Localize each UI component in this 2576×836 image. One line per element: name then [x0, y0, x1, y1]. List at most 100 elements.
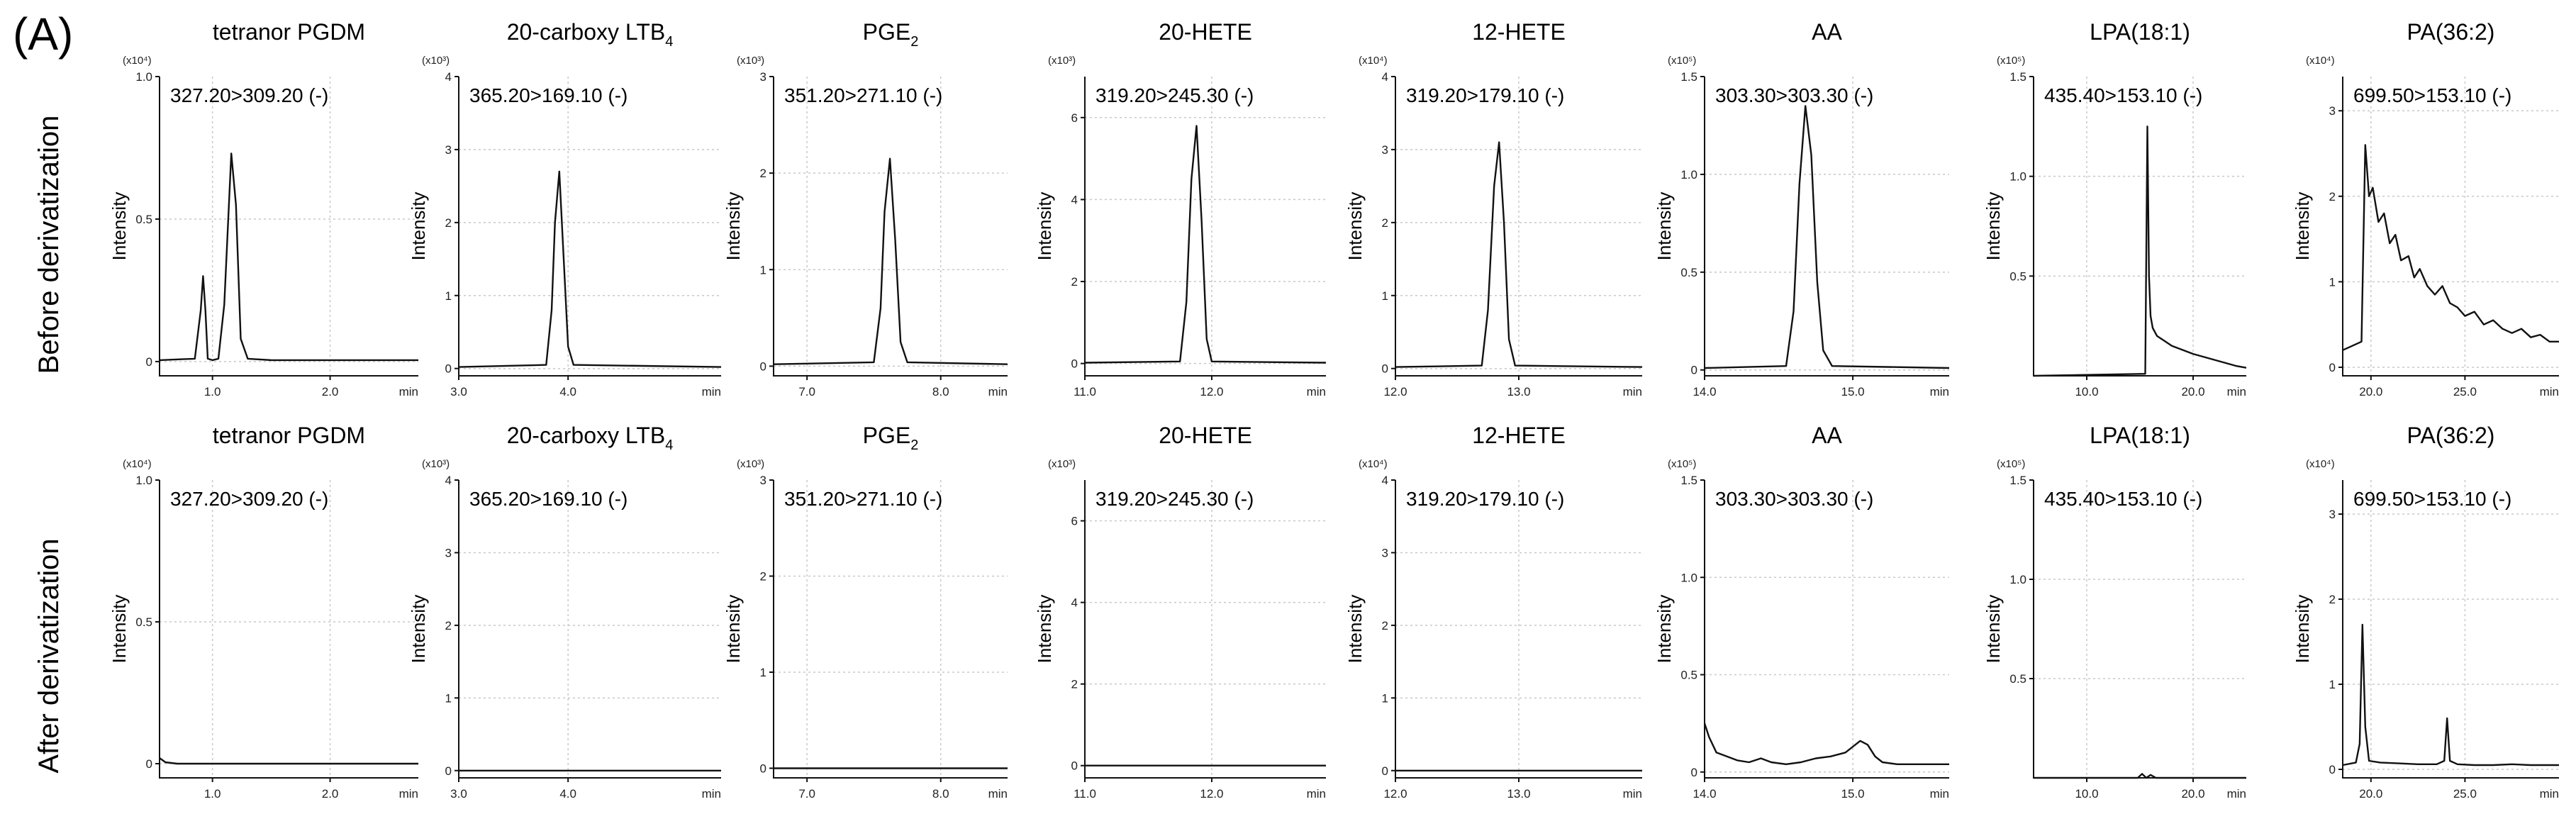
x-unit-label: min: [1307, 787, 1326, 801]
y-tick-label: 3: [760, 70, 766, 84]
x-tick-label: 2.0: [322, 385, 339, 399]
y-tick-label: 1: [760, 666, 766, 679]
chart-title: 20-carboxy LTB4: [507, 19, 674, 50]
x-unit-label: min: [1623, 787, 1642, 801]
chart-title-subscript: 2: [910, 34, 918, 50]
y-tick-label: 4: [445, 474, 452, 487]
y-tick-label: 0: [760, 762, 766, 775]
y-tick-label: 3: [760, 474, 766, 487]
chart-title-main: LPA(18:1): [2090, 19, 2190, 45]
chart-1-4: 12-HETE (x10⁴) 0 1 2 3 4 12.0 13.0 min Intensity 31…: [1344, 423, 1642, 801]
mrm-transition: 319.20>245.30 (-): [1095, 488, 1254, 510]
x-unit-label: min: [2540, 385, 2559, 399]
chart-title: 20-carboxy LTB4: [507, 423, 674, 453]
x-unit-label: min: [702, 385, 721, 399]
y-multiplier: (x10³): [1048, 458, 1076, 470]
x-unit-label: min: [2540, 787, 2559, 801]
chart-title: tetranor PGDM: [213, 19, 365, 45]
y-tick-label: 2: [2329, 593, 2336, 606]
y-axis-label: Intensity: [1983, 595, 2004, 664]
chart-title-main: 20-carboxy LTB: [507, 423, 666, 448]
axis-frame: [458, 480, 721, 779]
y-tick-label: 0: [445, 764, 452, 778]
y-tick-label: 0: [760, 360, 766, 373]
chart-title-main: 12-HETE: [1472, 423, 1566, 448]
chromatogram-trace: [773, 157, 1008, 365]
x-unit-label: min: [1623, 385, 1642, 399]
x-tick-label: 7.0: [798, 787, 815, 801]
y-tick-label: 6: [1071, 515, 1078, 528]
y-tick-label: 0.5: [1680, 669, 1697, 682]
chart-0-7: PA(36:2) (x10⁴) 0 1 2 3 20.0 25.0 min Intensity 69…: [2292, 19, 2559, 399]
y-tick-label: 0.5: [135, 213, 152, 226]
chromatogram-trace: [159, 757, 418, 765]
y-tick-label: 1.5: [1680, 70, 1697, 84]
y-tick-label: 0.5: [135, 615, 152, 629]
y-tick-label: 1.0: [1680, 168, 1697, 182]
chart-title-main: 20-HETE: [1159, 423, 1252, 448]
y-axis-label: Intensity: [1034, 192, 1055, 261]
y-tick-label: 2: [445, 216, 452, 230]
chart-title: PA(36:2): [2407, 423, 2495, 448]
y-axis-label: Intensity: [2292, 595, 2313, 664]
panel-label: (A): [13, 9, 73, 60]
chart-title-main: AA: [1812, 19, 1842, 45]
chart-1-0: tetranor PGDM (x10⁴) 0 0.5 1.0 1.0 2.0 min Inten…: [108, 423, 418, 801]
chart-1-3: 20-HETE (x10³) 0 2 4 6 11.0 12.0 min Intensity 319…: [1034, 423, 1326, 801]
y-tick-label: 1.0: [135, 474, 152, 487]
y-tick-label: 3: [1382, 143, 1388, 157]
y-axis-label: Intensity: [1034, 595, 1055, 664]
mrm-transition: 699.50>153.10 (-): [2353, 488, 2511, 510]
y-axis-label: Intensity: [723, 192, 744, 261]
axis-frame: [2342, 480, 2559, 779]
chart-title-main: AA: [1812, 423, 1842, 448]
chart-title-main: PA(36:2): [2407, 423, 2495, 448]
x-tick-label: 20.0: [2181, 385, 2204, 399]
y-tick-label: 4: [445, 70, 452, 84]
mrm-transition: 435.40>153.10 (-): [2044, 488, 2202, 510]
x-tick-label: 4.0: [559, 385, 576, 399]
y-multiplier: (x10⁵): [1997, 458, 2025, 470]
chart-title: 12-HETE: [1472, 423, 1566, 448]
chart-title: tetranor PGDM: [213, 423, 365, 448]
y-multiplier: (x10⁴): [123, 55, 152, 67]
axis-frame: [1084, 77, 1326, 377]
y-tick-label: 3: [1382, 546, 1388, 559]
x-tick-label: 20.0: [2181, 787, 2204, 801]
y-tick-label: 0.5: [2009, 672, 2026, 686]
chart-1-6: LPA(18:1) (x10⁵) 0.5 1.0 1.5 10.0 20.0 min Inten…: [1983, 423, 2246, 801]
x-unit-label: min: [1930, 787, 1949, 801]
chart-title-subscript: 4: [665, 34, 673, 50]
y-axis-label: Intensity: [408, 595, 429, 664]
chromatogram-trace: [1703, 723, 1949, 766]
x-tick-label: 14.0: [1693, 385, 1716, 399]
y-tick-label: 0: [2329, 763, 2336, 776]
chart-0-0: tetranor PGDM (x10⁴) 0 0.5 1.0 1.0 2.0 min Inten…: [108, 19, 418, 399]
chart-title-main: 20-HETE: [1159, 19, 1252, 45]
y-axis-label: Intensity: [108, 192, 130, 261]
axis-frame: [1704, 480, 1949, 779]
y-multiplier: (x10⁵): [1668, 458, 1696, 470]
axis-frame: [2033, 480, 2246, 779]
x-tick-label: 11.0: [1074, 787, 1096, 801]
x-tick-label: 14.0: [1693, 787, 1716, 801]
mrm-transition: 319.20>179.10 (-): [1406, 84, 1564, 106]
x-tick-label: 8.0: [932, 787, 949, 801]
axis-frame: [2342, 77, 2559, 377]
y-tick-label: 3: [445, 546, 452, 559]
chart-title-main: PGE: [863, 423, 911, 448]
axis-frame: [159, 480, 418, 779]
y-tick-label: 0: [146, 757, 152, 771]
y-multiplier: (x10³): [737, 458, 764, 470]
y-multiplier: (x10³): [1048, 55, 1076, 67]
y-axis-label: Intensity: [2292, 192, 2313, 261]
x-tick-label: 10.0: [2075, 787, 2098, 801]
mrm-transition: 327.20>309.20 (-): [170, 84, 328, 106]
x-tick-label: 15.0: [1841, 385, 1865, 399]
mrm-transition: 319.20>179.10 (-): [1406, 488, 1564, 510]
y-multiplier: (x10⁴): [1359, 55, 1388, 67]
